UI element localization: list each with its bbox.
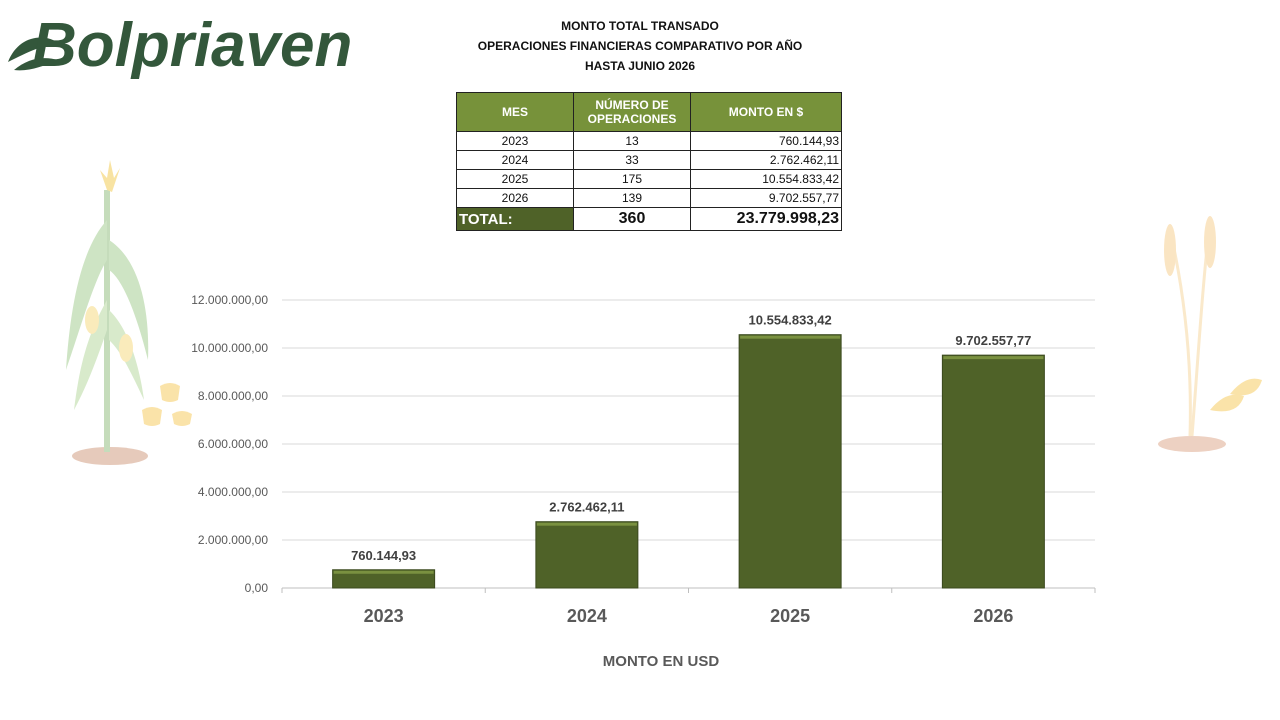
x-tick-label: 2024 <box>567 606 607 626</box>
bar-highlight <box>740 335 841 339</box>
y-tick-label: 8.000.000,00 <box>198 389 268 403</box>
y-tick-label: 2.000.000,00 <box>198 533 268 547</box>
header-monto: MONTO EN $ <box>690 92 842 132</box>
table-row: 2024 33 2.762.462,11 <box>456 150 842 170</box>
bar-2023 <box>332 569 436 589</box>
cell-operaciones: 33 <box>573 150 691 170</box>
leaf-icon <box>8 37 60 71</box>
x-axis-title: MONTO EN USD <box>603 653 720 670</box>
bars <box>332 334 1045 589</box>
y-tick-label: 12.000.000,00 <box>191 293 268 307</box>
table-row: 2025 175 10.554.833,42 <box>456 169 842 189</box>
x-tick-label: 2023 <box>364 606 404 626</box>
y-tick-label: 6.000.000,00 <box>198 437 268 451</box>
y-axis-ticks: 0,00 2.000.000,00 4.000.000,00 6.000.000,00… <box>191 293 268 595</box>
bar-2024 <box>535 521 639 589</box>
data-label: 760.144,93 <box>351 548 416 563</box>
table-row: 2026 139 9.702.557,77 <box>456 188 842 208</box>
table-row: 2023 13 760.144,93 <box>456 131 842 151</box>
table-total-row: TOTAL: 360 23.779.998,23 <box>456 207 842 231</box>
corn-plant-illustration <box>66 160 192 465</box>
data-labels: 760.144,93 2.762.462,11 10.554.833,42 9.702… <box>351 313 1031 563</box>
total-label: TOTAL: <box>456 207 574 231</box>
total-monto: 23.779.998,23 <box>690 207 842 231</box>
data-label: 9.702.557,77 <box>955 333 1031 348</box>
title-line-2: OPERACIONES FINANCIERAS COMPARATIVO POR … <box>477 39 803 53</box>
header-operaciones: NÚMERO DE OPERACIONES <box>573 92 691 132</box>
title-line-3: HASTA JUNIO 2026 <box>584 59 696 73</box>
logo-text: Bolpriaven <box>32 11 353 80</box>
data-label: 2.762.462,11 <box>549 500 624 515</box>
x-tick-label: 2026 <box>973 606 1013 626</box>
cell-monto: 10.554.833,42 <box>690 169 842 189</box>
cell-monto: 2.762.462,11 <box>690 150 842 170</box>
bar-highlight <box>943 356 1044 360</box>
summary-table: MES NÚMERO DE OPERACIONES MONTO EN $ 202… <box>456 92 842 231</box>
y-tick-label: 10.000.000,00 <box>191 341 268 355</box>
report-title: MONTO TOTAL TRANSADO OPERACIONES FINANCI… <box>440 16 840 76</box>
bar-highlight <box>536 522 637 526</box>
bar-2026 <box>941 354 1045 589</box>
title-line-1: MONTO TOTAL TRANSADO <box>561 19 719 33</box>
table-header-row: MES NÚMERO DE OPERACIONES MONTO EN $ <box>456 92 842 132</box>
x-axis-ticks: 2023 2024 2025 2026 <box>281 588 1096 626</box>
y-tick-label: 0,00 <box>245 581 269 595</box>
bar-2025 <box>738 334 842 589</box>
bolpriaven-logo: Bolpriaven <box>4 8 352 88</box>
cell-mes: 2024 <box>456 150 574 170</box>
x-tick-label: 2025 <box>770 606 810 626</box>
cell-mes: 2025 <box>456 169 574 189</box>
cell-monto: 760.144,93 <box>690 131 842 151</box>
data-label: 10.554.833,42 <box>749 313 832 328</box>
wheat-illustration <box>1158 216 1262 452</box>
bar-highlight <box>333 570 434 574</box>
total-operaciones: 360 <box>573 207 691 231</box>
y-tick-label: 4.000.000,00 <box>198 485 268 499</box>
